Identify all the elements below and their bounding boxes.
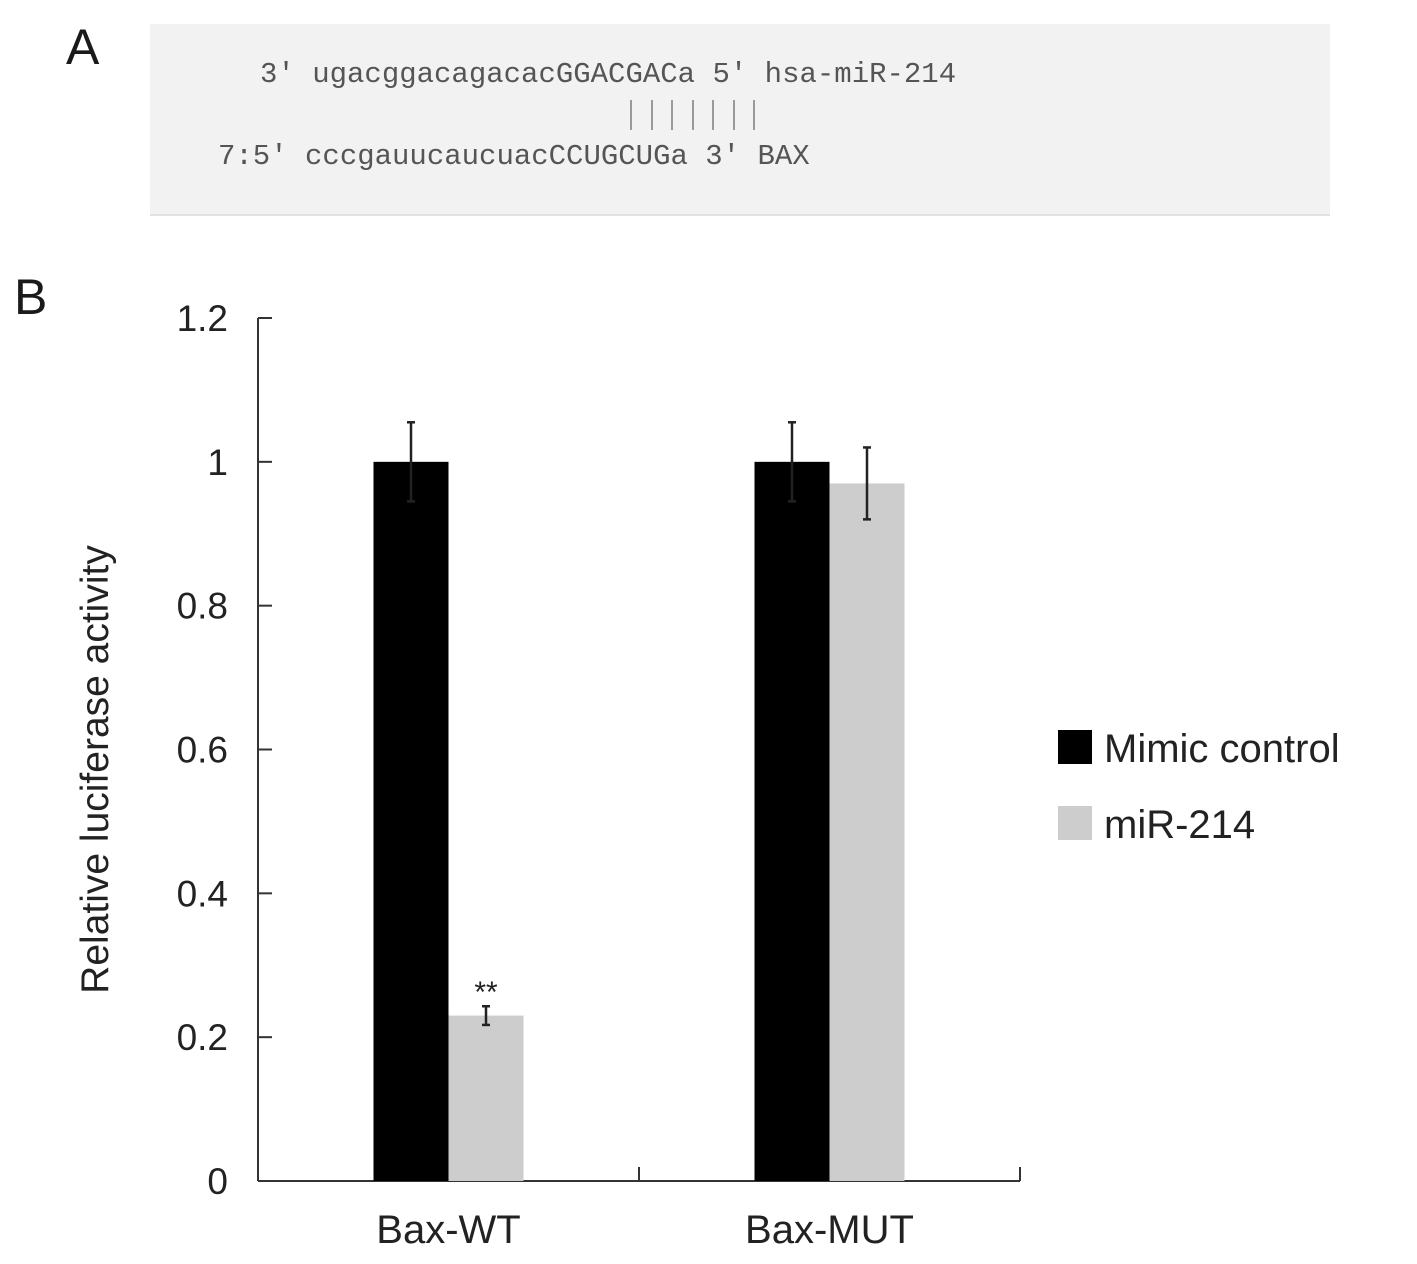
legend-swatch bbox=[1058, 806, 1092, 840]
sequence-alignment-box: 3' ugacggacagacacGGACGACa 5' hsa-miR-214… bbox=[150, 24, 1330, 216]
significance-marker: ** bbox=[474, 976, 498, 1009]
base-pair-bar bbox=[630, 100, 632, 130]
mirna-sequence-line: 3' ugacggacagacacGGACGACa 5' hsa-miR-214 bbox=[260, 58, 957, 91]
legend-label: Mimic control bbox=[1104, 727, 1340, 771]
panel-b-label: B bbox=[14, 269, 48, 325]
bar bbox=[829, 483, 905, 1181]
base-pair-bar bbox=[671, 100, 673, 130]
legend-swatch bbox=[1058, 730, 1092, 764]
target-sequence-line: 7:5' cccgauucaucuacCCUGCUGa 3' BAX bbox=[218, 140, 810, 173]
y-tick-label: 1.2 bbox=[177, 298, 228, 339]
legend-label: miR-214 bbox=[1104, 803, 1255, 847]
x-category-label: Bax-MUT bbox=[745, 1208, 914, 1252]
y-tick-label: 0 bbox=[207, 1161, 228, 1202]
y-tick-label: 1 bbox=[207, 442, 228, 483]
x-category-label: Bax-WT bbox=[376, 1208, 520, 1252]
y-tick-label: 0.6 bbox=[177, 730, 228, 771]
bar bbox=[373, 461, 449, 1181]
base-pair-bar bbox=[712, 100, 714, 130]
panel-a-label: A bbox=[66, 19, 100, 75]
y-axis-label: Relative luciferase activity bbox=[74, 545, 117, 994]
y-tick-label: 0.8 bbox=[177, 586, 228, 627]
base-pair-bar bbox=[650, 100, 653, 130]
base-pair-bar bbox=[691, 100, 694, 130]
bar bbox=[448, 1015, 524, 1181]
y-tick-label: 0.4 bbox=[177, 873, 228, 914]
base-pair-bar bbox=[753, 100, 755, 130]
base-pair-bar bbox=[732, 100, 735, 130]
y-tick-label: 0.2 bbox=[177, 1017, 228, 1058]
bar bbox=[754, 461, 830, 1181]
